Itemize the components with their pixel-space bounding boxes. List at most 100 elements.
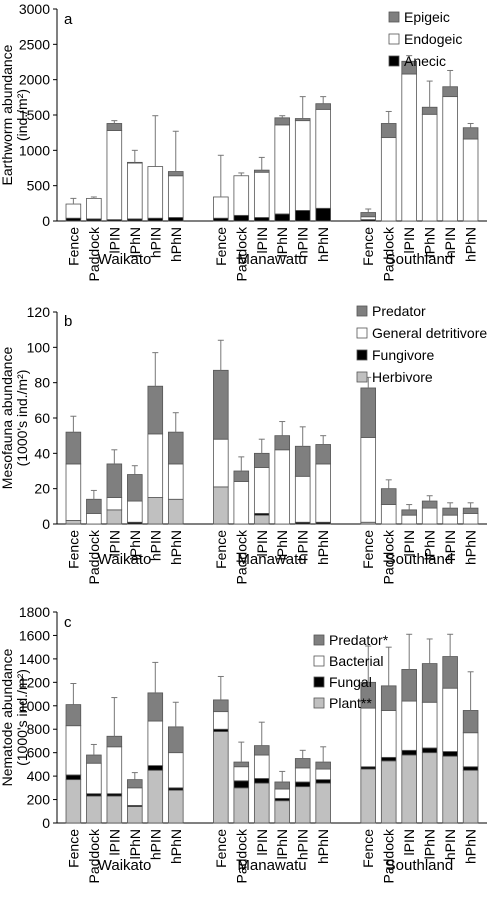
bar-segment	[274, 449, 291, 525]
x-tick-label: Paddock	[233, 828, 249, 883]
x-tick-label: hPIN	[147, 530, 163, 561]
bar-segment	[86, 498, 102, 514]
bar-segment	[462, 710, 479, 734]
bar-segment	[253, 754, 270, 779]
bar-segment	[86, 762, 102, 795]
bar-segment	[462, 513, 479, 525]
bar-segment	[442, 514, 458, 525]
bar-segment	[213, 711, 229, 730]
x-tick-label: Fence	[360, 829, 376, 868]
bar-segment	[65, 704, 82, 727]
bar-segment	[127, 779, 143, 789]
bar-segment	[253, 452, 270, 468]
bar-segment	[213, 699, 229, 713]
legend-label: Fungal	[329, 674, 372, 690]
y-tick-label: 200	[27, 792, 51, 808]
legend-label: General detritivore	[372, 325, 487, 341]
y-tick-label: 1000	[19, 698, 50, 714]
bar-segment	[315, 779, 331, 784]
bar-segment	[401, 669, 417, 702]
legend-label: Plant**	[329, 695, 372, 711]
bar-segment	[421, 747, 438, 754]
bar-segment	[442, 687, 458, 752]
legend-swatch	[388, 33, 400, 45]
bar-segment	[253, 467, 270, 514]
bar-segment	[233, 780, 250, 789]
y-tick-label: 1000	[19, 142, 50, 158]
x-tick-label: hPhN	[315, 227, 331, 262]
x-tick-label: lPIN	[401, 829, 417, 855]
y-tick-label: 400	[27, 768, 51, 784]
bar-segment	[360, 387, 377, 438]
legend-swatch	[356, 371, 368, 383]
x-tick-label: lPhN	[127, 530, 143, 560]
legend-label: Fungivore	[372, 347, 434, 363]
x-tick-label: hPhN	[315, 829, 331, 864]
x-tick-label: lPIN	[106, 227, 122, 253]
y-tick-label: 500	[27, 178, 51, 194]
bar-segment	[315, 761, 331, 770]
bar-segment	[213, 196, 229, 219]
x-tick-label: hPhN	[315, 530, 331, 565]
x-tick-label: hPIN	[295, 530, 311, 561]
bar-segment	[401, 700, 417, 751]
legend-swatch	[388, 11, 400, 23]
x-tick-label: hPIN	[442, 227, 458, 258]
y-tick-label: 20	[34, 481, 50, 497]
bar-segment	[65, 779, 82, 824]
bar-segment	[442, 86, 458, 98]
bar-segment	[106, 463, 123, 498]
bar-segment	[380, 685, 397, 711]
legend-label: Predator	[372, 303, 426, 319]
bar-segment	[315, 207, 331, 222]
bar-segment	[65, 725, 82, 776]
bar-segment	[380, 488, 397, 505]
x-tick-label: lPIN	[254, 829, 270, 855]
legend-swatch	[356, 349, 368, 361]
bar-segment	[167, 498, 184, 525]
bar-segment	[401, 73, 417, 222]
y-tick-label: 2000	[19, 72, 50, 88]
bar-segment	[462, 732, 479, 768]
bar-segment	[294, 786, 311, 824]
bar-segment	[315, 103, 331, 110]
legend-swatch	[313, 634, 325, 646]
bar-segment	[274, 117, 291, 126]
mesofauna-panel: 0 20 40 60 80 100 120 Mesofauna abundance (1000'…	[0, 303, 487, 584]
x-tick-label: Paddock	[381, 226, 397, 281]
bar-segment	[167, 789, 184, 824]
y-tick-label: 0	[42, 815, 50, 831]
legend-label: Epigeic	[404, 9, 450, 25]
y-tick-label: 40	[34, 445, 50, 461]
x-tick-label: Fence	[65, 530, 81, 569]
bar-segment	[65, 774, 82, 781]
group-label: Southland	[386, 551, 454, 568]
bar-segment	[462, 769, 479, 824]
x-tick-label: Fence	[65, 829, 81, 868]
x-tick-label: Fence	[213, 530, 229, 569]
y-tick-label: 800	[27, 721, 51, 737]
bar-segment	[106, 746, 123, 795]
y-tick-label: 3000	[19, 1, 50, 17]
bar-segment	[442, 507, 458, 516]
group-label: Manawatu	[237, 857, 306, 874]
legend-label: Endogeic	[404, 31, 462, 47]
legend-label: Anecic	[404, 53, 446, 69]
nematode-panel: 0 200 400 600 800 1000 1200 1400 1600 1800 Nematod…	[0, 604, 487, 883]
bar-segment	[294, 475, 311, 523]
bar-segment	[147, 769, 164, 824]
legend-swatch	[356, 305, 368, 317]
bar-segment	[233, 481, 250, 525]
bar-segment	[147, 385, 164, 435]
bar-segment	[253, 514, 270, 525]
bar-segment	[147, 166, 164, 219]
x-tick-label: hPIN	[442, 530, 458, 561]
bar-segment	[442, 755, 458, 824]
y-axis-title: (ind./m²)	[14, 89, 30, 141]
group-label: Waikato	[98, 251, 152, 268]
x-tick-label: lPhN	[274, 829, 290, 859]
x-tick-label: hPhN	[463, 530, 479, 565]
bar-segment	[86, 795, 102, 824]
x-tick-label: lPhN	[422, 530, 438, 560]
x-tick-label: hPIN	[295, 829, 311, 860]
